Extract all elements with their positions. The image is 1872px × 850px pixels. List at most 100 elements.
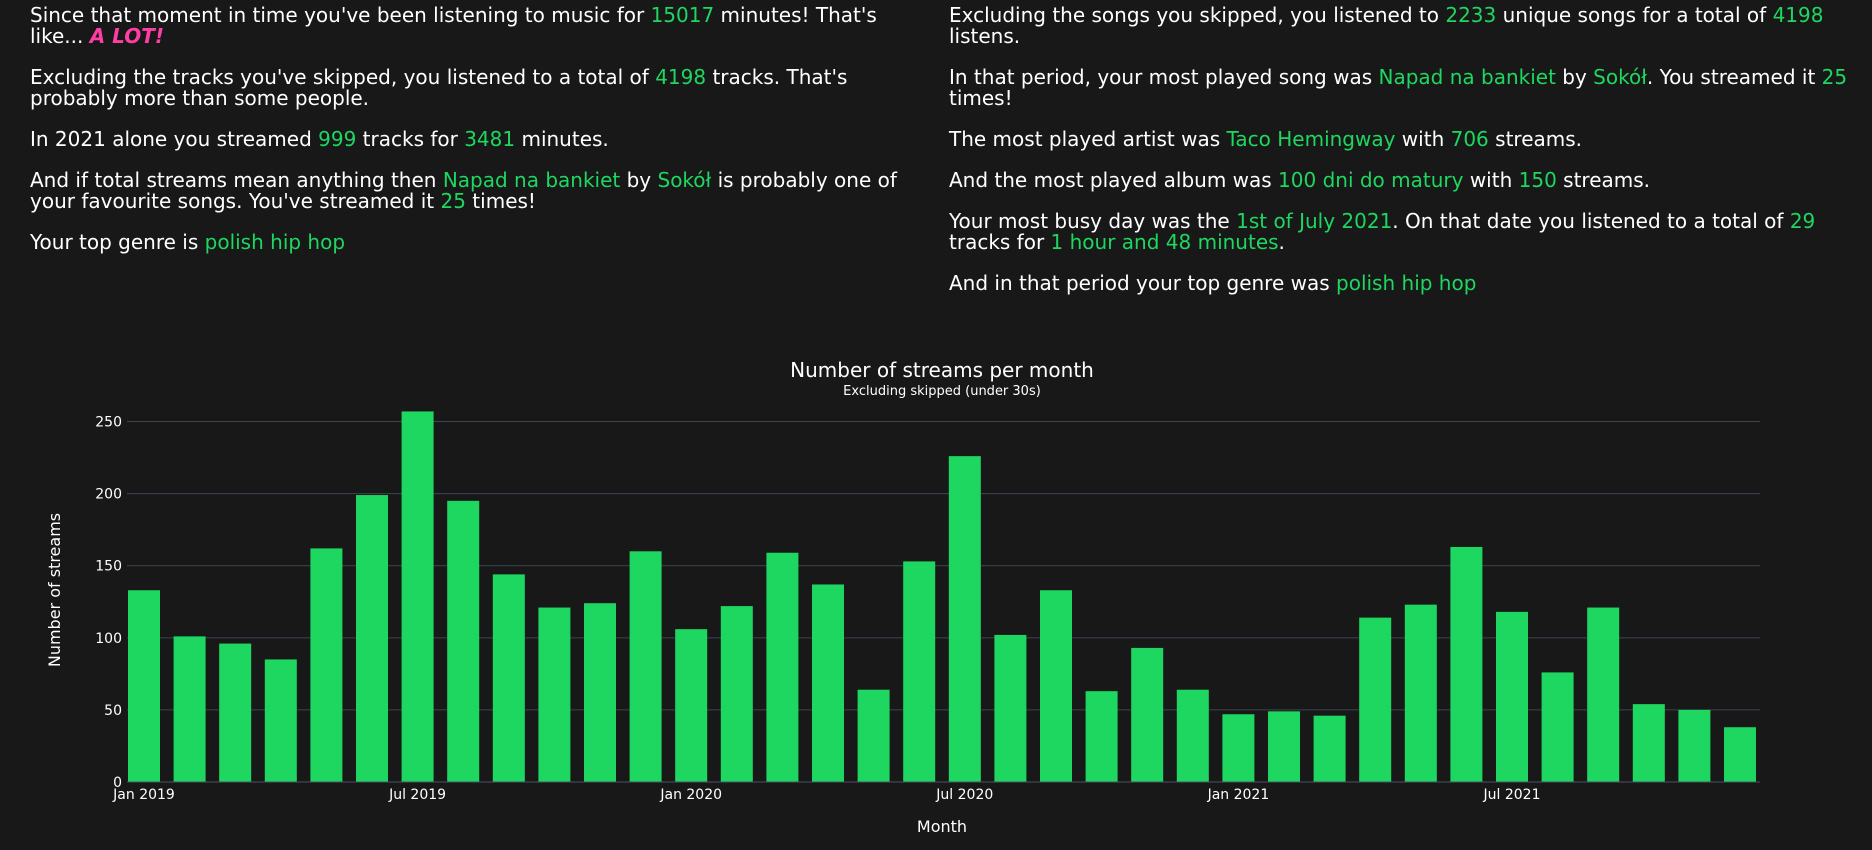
stat-text: tracks for xyxy=(356,127,465,151)
stat-paragraph: Your top genre is polish hip hop xyxy=(30,232,930,253)
bar-2020-10 xyxy=(1085,691,1118,782)
y-tick-label: 250 xyxy=(95,415,122,431)
bar-2021-07 xyxy=(1496,611,1528,782)
stat-highlight: 4198 xyxy=(1772,3,1824,27)
stat-paragraph: Excluding the tracks you've skipped, you… xyxy=(30,67,930,109)
x-tick-label: Jan 2021 xyxy=(1207,787,1270,803)
bar-2019-12 xyxy=(629,551,662,782)
bar-2020-04 xyxy=(812,584,844,782)
stat-text: streams. xyxy=(1556,168,1651,192)
stat-highlight: Taco Hemingway xyxy=(1226,127,1396,151)
bar-2021-02 xyxy=(1268,711,1300,782)
bar-2019-02 xyxy=(173,636,206,782)
stat-highlight: Sokół xyxy=(1593,65,1647,89)
y-tick-label: 150 xyxy=(95,559,122,575)
bar-2020-09 xyxy=(1040,590,1072,782)
stat-text: minutes. xyxy=(515,127,609,151)
stat-highlight: Napad na bankiet xyxy=(1378,65,1556,89)
bar-2021-10 xyxy=(1632,704,1665,782)
bar-2020-08 xyxy=(994,634,1027,782)
stat-text: by xyxy=(620,168,658,192)
y-axis-label: Number of streams xyxy=(45,513,64,667)
stat-highlight: 150 xyxy=(1518,168,1557,192)
bar-2020-05 xyxy=(857,689,890,782)
x-tick-label: Jul 2019 xyxy=(388,787,446,803)
stat-text: times! xyxy=(949,86,1013,110)
bar-2019-07 xyxy=(401,411,434,782)
stat-highlight: 4198 xyxy=(655,65,707,89)
stat-text: listens. xyxy=(949,24,1021,48)
bar-2021-05 xyxy=(1404,604,1437,782)
bar-2019-08 xyxy=(447,500,480,782)
stat-text: with xyxy=(1463,168,1519,192)
x-tick-label: Jan 2019 xyxy=(112,787,175,803)
stat-paragraph: And the most played album was 100 dni do… xyxy=(949,170,1849,191)
y-tick-label: 50 xyxy=(104,703,122,719)
bar-2019-09 xyxy=(492,574,525,782)
stat-highlight: Napad na bankiet xyxy=(442,168,621,192)
bar-2020-01 xyxy=(675,629,708,782)
stat-text: times! xyxy=(465,189,536,213)
stat-highlight: Sokół xyxy=(657,168,712,192)
stat-highlight: polish hip hop xyxy=(204,230,346,254)
y-tick-label: 100 xyxy=(95,631,122,647)
stat-text: Your most busy day was the xyxy=(949,209,1237,233)
bar-2019-01 xyxy=(128,590,160,782)
stat-text: And in that period your top genre was xyxy=(949,271,1337,295)
stat-text: streams. xyxy=(1488,127,1583,151)
stat-highlight: A LOT! xyxy=(89,24,164,48)
bar-2020-03 xyxy=(766,552,799,782)
bar-2020-02 xyxy=(720,606,753,782)
stat-text: Excluding the songs you skipped, you lis… xyxy=(949,3,1446,27)
stat-highlight: 15017 xyxy=(650,3,715,27)
stat-text: by xyxy=(1555,65,1594,89)
stats-right-column: Excluding the songs you skipped, you lis… xyxy=(949,5,1849,314)
y-tick-label: 0 xyxy=(113,775,122,791)
stat-text: minutes! That's like... xyxy=(30,3,877,48)
stat-paragraph: Your most busy day was the 1st of July 2… xyxy=(949,211,1849,253)
stat-highlight: 25 xyxy=(440,189,466,213)
stat-highlight: 1st of July 2021 xyxy=(1236,209,1393,233)
stat-highlight: polish hip hop xyxy=(1336,271,1477,295)
stat-text: is probably one of your favourite songs.… xyxy=(30,168,897,213)
bar-2019-06 xyxy=(356,495,388,782)
stat-text: Excluding the tracks you've skipped, you… xyxy=(30,65,656,89)
bar-2020-07 xyxy=(948,456,981,782)
stat-paragraph: And if total streams mean anything then … xyxy=(30,170,930,212)
stat-text: . You streamed it xyxy=(1646,65,1822,89)
stat-text: with xyxy=(1395,127,1451,151)
bar-2020-06 xyxy=(903,561,936,782)
stat-text: Since that moment in time you've been li… xyxy=(30,3,651,27)
chart-title: Number of streams per month xyxy=(790,358,1094,382)
stat-text: . On that date you listened to a total o… xyxy=(1392,209,1790,233)
bar-2021-01 xyxy=(1222,714,1255,782)
y-tick-label: 200 xyxy=(95,487,122,503)
stat-text: The most played artist was xyxy=(949,127,1227,151)
bar-2019-11 xyxy=(584,603,616,782)
x-axis-label: Month xyxy=(917,817,967,836)
stat-highlight: 2233 xyxy=(1445,3,1497,27)
bar-2021-09 xyxy=(1587,607,1620,782)
chart-subtitle: Excluding skipped (under 30s) xyxy=(843,384,1041,399)
bar-2020-11 xyxy=(1131,647,1164,782)
stats-left-column: Since that moment in time you've been li… xyxy=(30,5,930,273)
stat-text: In that period, your most played song wa… xyxy=(949,65,1379,89)
stat-paragraph: And in that period your top genre was po… xyxy=(949,273,1849,294)
bar-2021-08 xyxy=(1541,672,1574,782)
stat-text: tracks for xyxy=(949,230,1051,254)
stat-text: And if total streams mean anything then xyxy=(30,168,443,192)
stat-paragraph: In 2021 alone you streamed 999 tracks fo… xyxy=(30,129,930,150)
x-tick-label: Jul 2020 xyxy=(935,787,993,803)
stat-text: And the most played album was xyxy=(949,168,1279,192)
bar-2019-05 xyxy=(310,548,343,782)
stat-text: tracks. That's probably more than some p… xyxy=(30,65,848,110)
stat-highlight: 706 xyxy=(1450,127,1489,151)
bar-2021-03 xyxy=(1313,715,1346,782)
bar-2021-12 xyxy=(1724,727,1756,782)
stat-paragraph: Excluding the songs you skipped, you lis… xyxy=(949,5,1849,47)
stat-highlight: 100 dni do matury xyxy=(1278,168,1464,192)
stat-highlight: 3481 xyxy=(464,127,516,151)
stat-highlight: 999 xyxy=(318,127,357,151)
stat-highlight: 25 xyxy=(1821,65,1848,89)
